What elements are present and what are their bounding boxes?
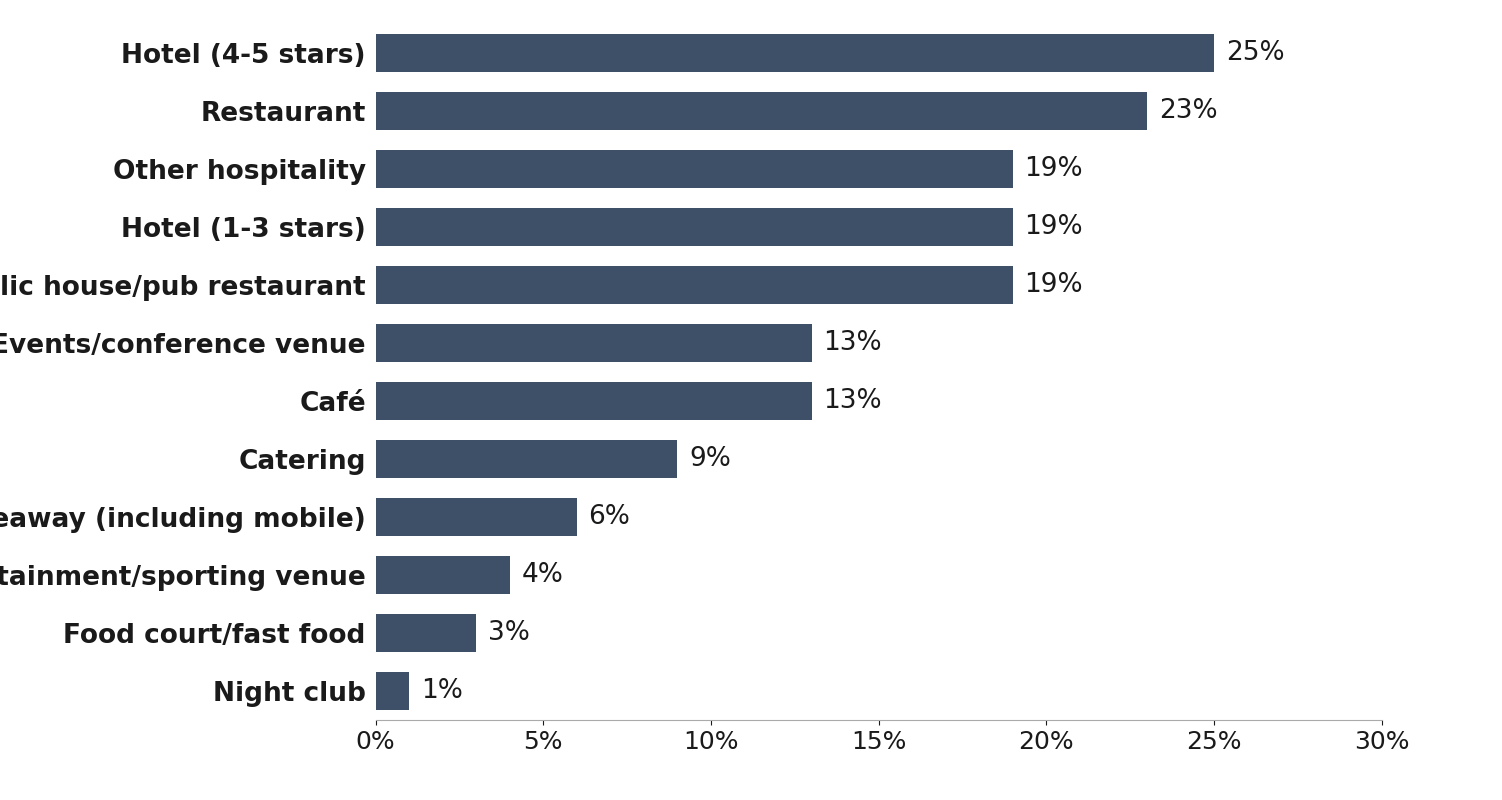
Bar [376,614,476,652]
Text: 1%: 1% [421,678,463,704]
Text: 4%: 4% [521,562,563,588]
Text: 6%: 6% [589,504,631,530]
Bar [376,150,1012,188]
Bar [376,208,1012,246]
Text: 19%: 19% [1024,156,1083,182]
Text: 23%: 23% [1158,98,1218,124]
Bar [376,556,509,594]
Bar [376,34,1214,72]
Bar [376,672,409,710]
Bar [376,324,811,362]
Bar [376,266,1012,304]
Text: 3%: 3% [488,620,530,646]
Text: 13%: 13% [823,330,882,356]
Text: 19%: 19% [1024,272,1083,298]
Bar [376,498,577,536]
Text: 19%: 19% [1024,214,1083,240]
Bar [376,382,811,420]
Bar [376,92,1148,130]
Bar [376,440,677,478]
Text: 25%: 25% [1226,40,1284,66]
Text: 13%: 13% [823,388,882,414]
Text: 9%: 9% [689,446,731,472]
